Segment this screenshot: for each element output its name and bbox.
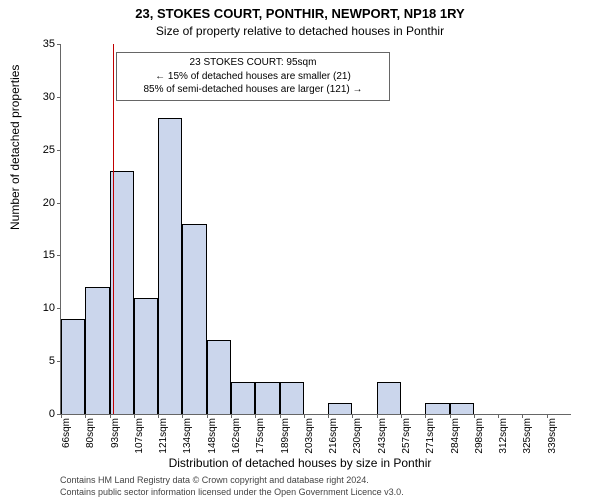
x-tick-label: 325sqm [522, 418, 533, 454]
x-tick-label: 284sqm [450, 418, 461, 454]
x-tick-label: 298sqm [474, 418, 485, 454]
x-tick-label: 243sqm [377, 418, 388, 454]
x-tick-label: 257sqm [401, 418, 412, 454]
x-tick-mark [450, 414, 451, 418]
x-tick-mark [522, 414, 523, 418]
x-tick-mark [231, 414, 232, 418]
footer-copyright: Contains HM Land Registry data © Crown c… [60, 475, 369, 485]
x-tick-mark [474, 414, 475, 418]
x-tick-label: 216sqm [328, 418, 339, 454]
x-tick-label: 134sqm [182, 418, 193, 454]
x-tick-label: 312sqm [498, 418, 509, 454]
y-axis-label: Number of detached properties [8, 65, 22, 230]
histogram-bar [377, 382, 401, 414]
x-tick-mark [85, 414, 86, 418]
annotation-line1: 23 STOKES COURT: 95sqm [123, 56, 383, 70]
x-tick-mark [425, 414, 426, 418]
x-tick-mark [61, 414, 62, 418]
x-tick-label: 148sqm [207, 418, 218, 454]
histogram-bar [425, 403, 449, 414]
x-tick-label: 121sqm [158, 418, 169, 454]
y-tick-label: 0 [25, 408, 55, 420]
x-tick-label: 66sqm [61, 418, 72, 448]
chart-container: 23, STOKES COURT, PONTHIR, NEWPORT, NP18… [0, 0, 600, 500]
x-tick-label: 271sqm [425, 418, 436, 454]
reference-line [113, 44, 114, 414]
histogram-bar [280, 382, 304, 414]
annotation-box: 23 STOKES COURT: 95sqm ← 15% of detached… [116, 52, 390, 101]
y-tick-label: 30 [25, 91, 55, 103]
histogram-bar [207, 340, 231, 414]
x-tick-mark [134, 414, 135, 418]
x-tick-mark [255, 414, 256, 418]
y-tick-label: 35 [25, 38, 55, 50]
x-tick-mark [352, 414, 353, 418]
histogram-bar [134, 298, 158, 414]
x-tick-label: 189sqm [280, 418, 291, 454]
histogram-bar [231, 382, 255, 414]
x-tick-label: 93sqm [110, 418, 121, 448]
histogram-bar [450, 403, 474, 414]
x-tick-label: 80sqm [85, 418, 96, 448]
x-tick-mark [377, 414, 378, 418]
x-tick-mark [182, 414, 183, 418]
x-tick-label: 203sqm [304, 418, 315, 454]
y-tick-label: 5 [25, 355, 55, 367]
x-tick-mark [158, 414, 159, 418]
y-tick-mark [57, 203, 61, 204]
histogram-bar [182, 224, 206, 414]
y-tick-mark [57, 150, 61, 151]
y-tick-mark [57, 308, 61, 309]
y-tick-label: 15 [25, 249, 55, 261]
annotation-line2: ← 15% of detached houses are smaller (21… [123, 70, 383, 84]
x-tick-label: 162sqm [231, 418, 242, 454]
annotation-line3: 85% of semi-detached houses are larger (… [123, 83, 383, 97]
x-tick-mark [328, 414, 329, 418]
histogram-bar [255, 382, 279, 414]
title-main: 23, STOKES COURT, PONTHIR, NEWPORT, NP18… [0, 6, 600, 21]
histogram-bar [328, 403, 352, 414]
footer-license: Contains public sector information licen… [60, 487, 404, 497]
x-tick-label: 107sqm [134, 418, 145, 454]
x-axis-label: Distribution of detached houses by size … [0, 456, 600, 470]
y-tick-label: 10 [25, 302, 55, 314]
y-tick-mark [57, 255, 61, 256]
x-tick-label: 339sqm [547, 418, 558, 454]
y-tick-mark [57, 44, 61, 45]
x-tick-mark [207, 414, 208, 418]
x-tick-mark [547, 414, 548, 418]
x-tick-mark [110, 414, 111, 418]
histogram-bar [158, 118, 182, 414]
histogram-bar [85, 287, 109, 414]
x-tick-label: 175sqm [255, 418, 266, 454]
plot-area: 23 STOKES COURT: 95sqm ← 15% of detached… [60, 44, 571, 415]
y-tick-mark [57, 97, 61, 98]
x-tick-label: 230sqm [352, 418, 363, 454]
x-tick-mark [304, 414, 305, 418]
x-tick-mark [498, 414, 499, 418]
title-sub: Size of property relative to detached ho… [0, 24, 600, 38]
y-tick-label: 25 [25, 144, 55, 156]
x-tick-mark [280, 414, 281, 418]
y-tick-label: 20 [25, 197, 55, 209]
histogram-bar [61, 319, 85, 414]
x-tick-mark [401, 414, 402, 418]
